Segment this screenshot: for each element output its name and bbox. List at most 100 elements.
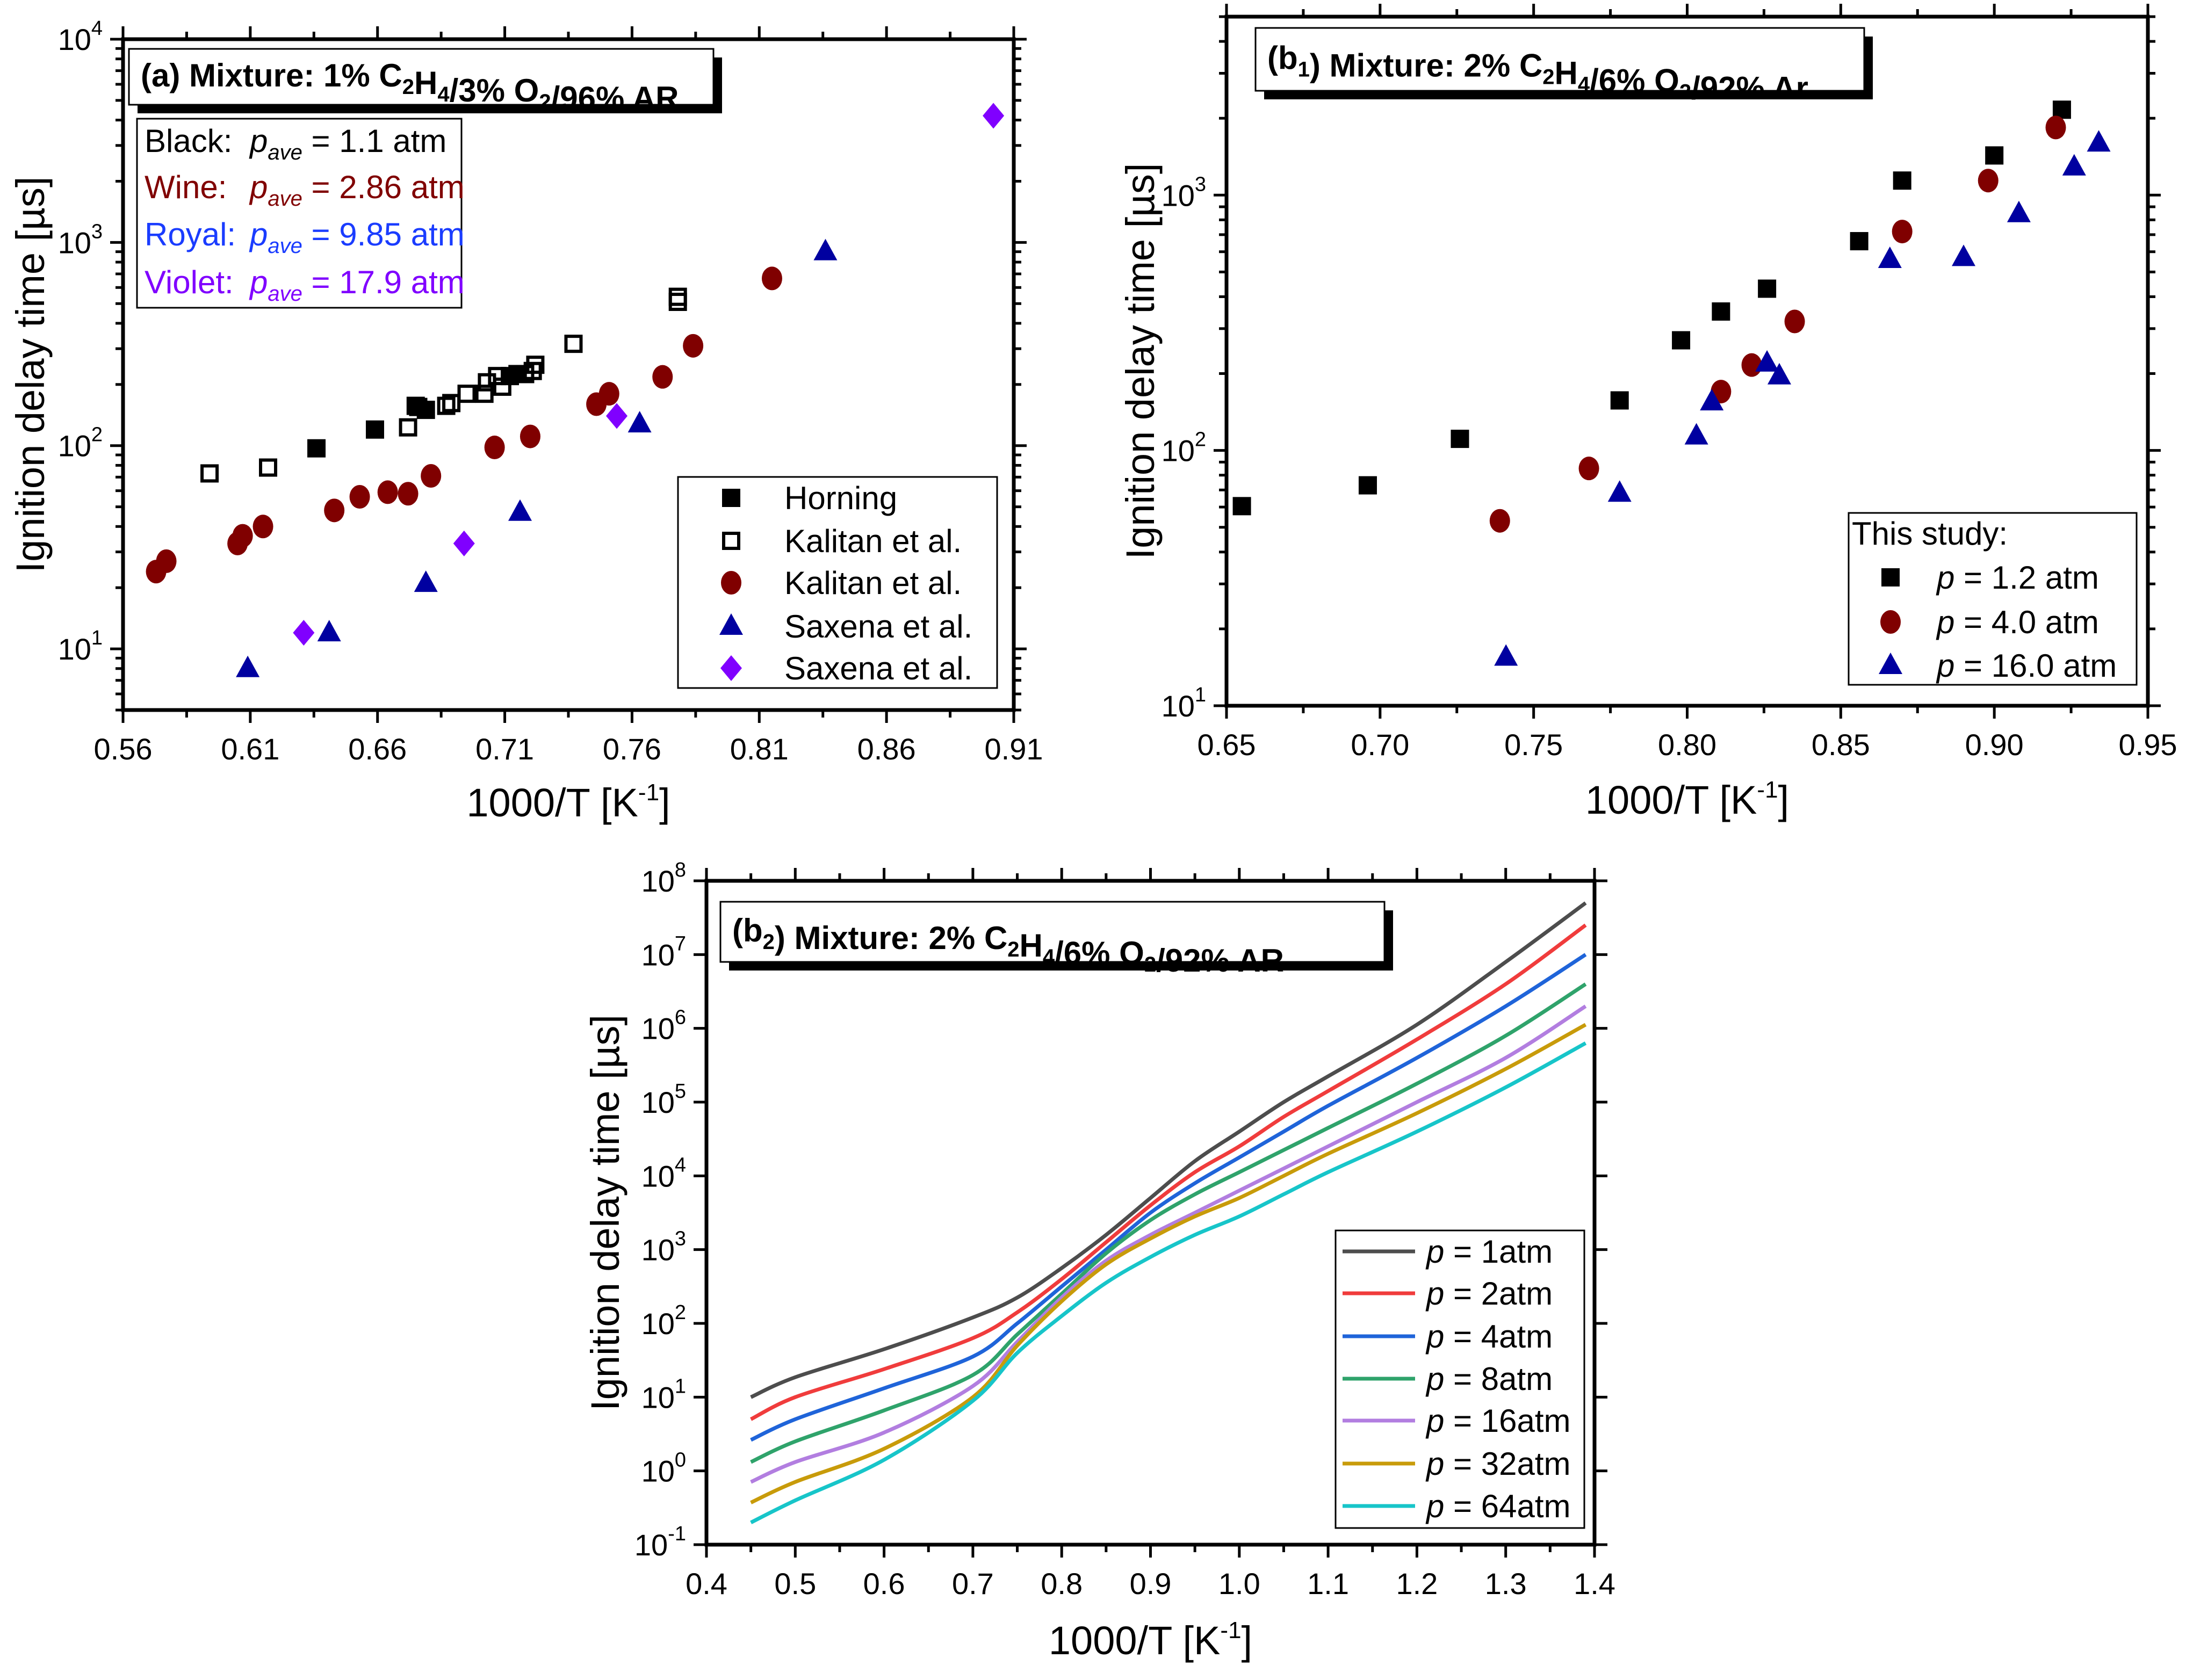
legend-entry: Horning: [784, 480, 897, 516]
text-span: 10: [634, 1528, 668, 1562]
data-point: [2007, 200, 2031, 222]
text-span: 4: [437, 83, 450, 106]
text-span: ave: [268, 187, 302, 211]
text-span: /96% AR: [551, 80, 679, 116]
data-point: [293, 620, 315, 646]
data-point: [1878, 246, 1902, 268]
text-span: H: [414, 65, 437, 101]
text-span: p: [1425, 1319, 1444, 1355]
data-point: [1850, 232, 1869, 251]
title-box: [1254, 27, 1865, 92]
text-span: 2: [91, 424, 103, 446]
data-point: [1494, 644, 1518, 666]
y-tick-label: 107: [641, 932, 686, 972]
text-span: [1444, 1403, 1453, 1439]
text-span: 2: [1679, 81, 1691, 104]
data-point: [1610, 391, 1629, 410]
data-point: [1978, 169, 1999, 193]
x-tick-label: 0.5: [774, 1567, 816, 1601]
text-span: 10: [58, 632, 91, 666]
x-tick-label: 1.2: [1396, 1567, 1438, 1601]
data-point: [399, 418, 417, 437]
text-span: Black:: [145, 123, 232, 159]
data-point: [457, 385, 476, 403]
text-span: 5: [675, 1080, 686, 1103]
data-point: [1607, 480, 1632, 502]
x-tick-label: 1.3: [1485, 1567, 1527, 1601]
text-span: 4: [675, 1154, 686, 1176]
text-span: H: [1020, 928, 1043, 964]
data-point: [2045, 115, 2066, 140]
data-point: [1985, 146, 2004, 165]
x-tick-label: 0.65: [1198, 728, 1256, 762]
data-point: [437, 396, 456, 415]
text-span: 1: [675, 1375, 686, 1397]
text-span: [1954, 560, 1964, 596]
y-tick-label: 108: [641, 859, 686, 898]
x-tick-label: 0.70: [1351, 728, 1409, 762]
legend-entry: p = 64atm: [1425, 1488, 1571, 1524]
legend-entry: Saxena et al.: [784, 650, 972, 686]
text-span: = 1atm: [1453, 1234, 1553, 1270]
text-span: ]: [1778, 778, 1790, 822]
panel-b2: 0.4 0.5 0.6 0.7 0.8 0.9 1.0 1.1 1.2 1.3 1.410-1100…: [583, 859, 1615, 1663]
legend-entry: p = 2atm: [1425, 1276, 1553, 1312]
data-point: [421, 464, 442, 488]
text-span: 6: [675, 1006, 686, 1029]
legend-box: [1848, 512, 2138, 686]
x-tick-label: 0.6: [863, 1567, 905, 1601]
text-span: Wine:: [145, 169, 227, 205]
data-point: [484, 436, 505, 460]
text-span: -1: [638, 779, 659, 806]
text-span: p: [249, 169, 268, 205]
panel-b1: 0.65 0.70 0.75 0.80 0.85 0.90 0.95101102103Ign…: [1118, 4, 2177, 822]
text-span: H: [1555, 55, 1578, 91]
text-span: Royal:: [145, 216, 236, 252]
series-line-2: [750, 953, 1587, 1442]
pressure-info-line: Wine: pave = 2.86 atm: [145, 169, 465, 211]
text-span: ave: [268, 234, 302, 258]
y-tick-label: 102: [58, 424, 103, 463]
data-point: [1578, 457, 1599, 481]
text-span: 8: [675, 859, 686, 881]
data-point: [365, 420, 384, 439]
text-span: = 1.1 atm: [302, 123, 446, 159]
text-span: p: [1425, 1403, 1444, 1439]
text-span: 3: [675, 1228, 686, 1250]
text-span: 10: [1162, 434, 1195, 468]
text-span: /6% O: [1590, 63, 1679, 99]
text-span: = 16atm: [1453, 1403, 1570, 1439]
text-span: 2: [1195, 429, 1206, 451]
series-3: [236, 238, 838, 677]
pressure-info-line: Black: pave = 1.1 atm: [145, 123, 446, 164]
x-tick-label: 0.56: [94, 732, 153, 766]
text-span: 10: [641, 1454, 675, 1488]
y-axis-label: Ignition delay time [µs]: [583, 1015, 627, 1411]
series-line-4: [750, 1004, 1587, 1484]
legend-marker: [720, 655, 742, 681]
y-tick-label: 101: [58, 627, 103, 666]
text-span: = 2.86 atm: [302, 169, 465, 205]
legend-entry: p = 4atm: [1425, 1319, 1553, 1355]
data-point: [349, 485, 370, 509]
data-point: [1784, 309, 1805, 334]
text-span: 4: [1043, 945, 1055, 969]
data-point: [526, 356, 545, 374]
text-span: 10: [58, 226, 91, 259]
text-span: = 64atm: [1453, 1488, 1570, 1524]
legend-marker: [719, 613, 743, 635]
text-span: /3% O: [450, 73, 539, 108]
series-line-0: [750, 901, 1587, 1399]
data-point: [1758, 279, 1777, 298]
legend-entry: Kalitan et al.: [784, 523, 962, 559]
legend-entry: p = 16.0 atm: [1936, 648, 2117, 684]
text-span: [1444, 1234, 1453, 1270]
text-span: 10: [58, 429, 91, 463]
text-span: ave: [268, 141, 302, 164]
x-tick-label: 0.80: [1658, 728, 1716, 762]
x-tick-label: 0.4: [686, 1567, 727, 1601]
text-span: (b: [732, 913, 763, 948]
text-span: 10: [641, 1159, 675, 1193]
text-span: 10: [641, 938, 675, 972]
